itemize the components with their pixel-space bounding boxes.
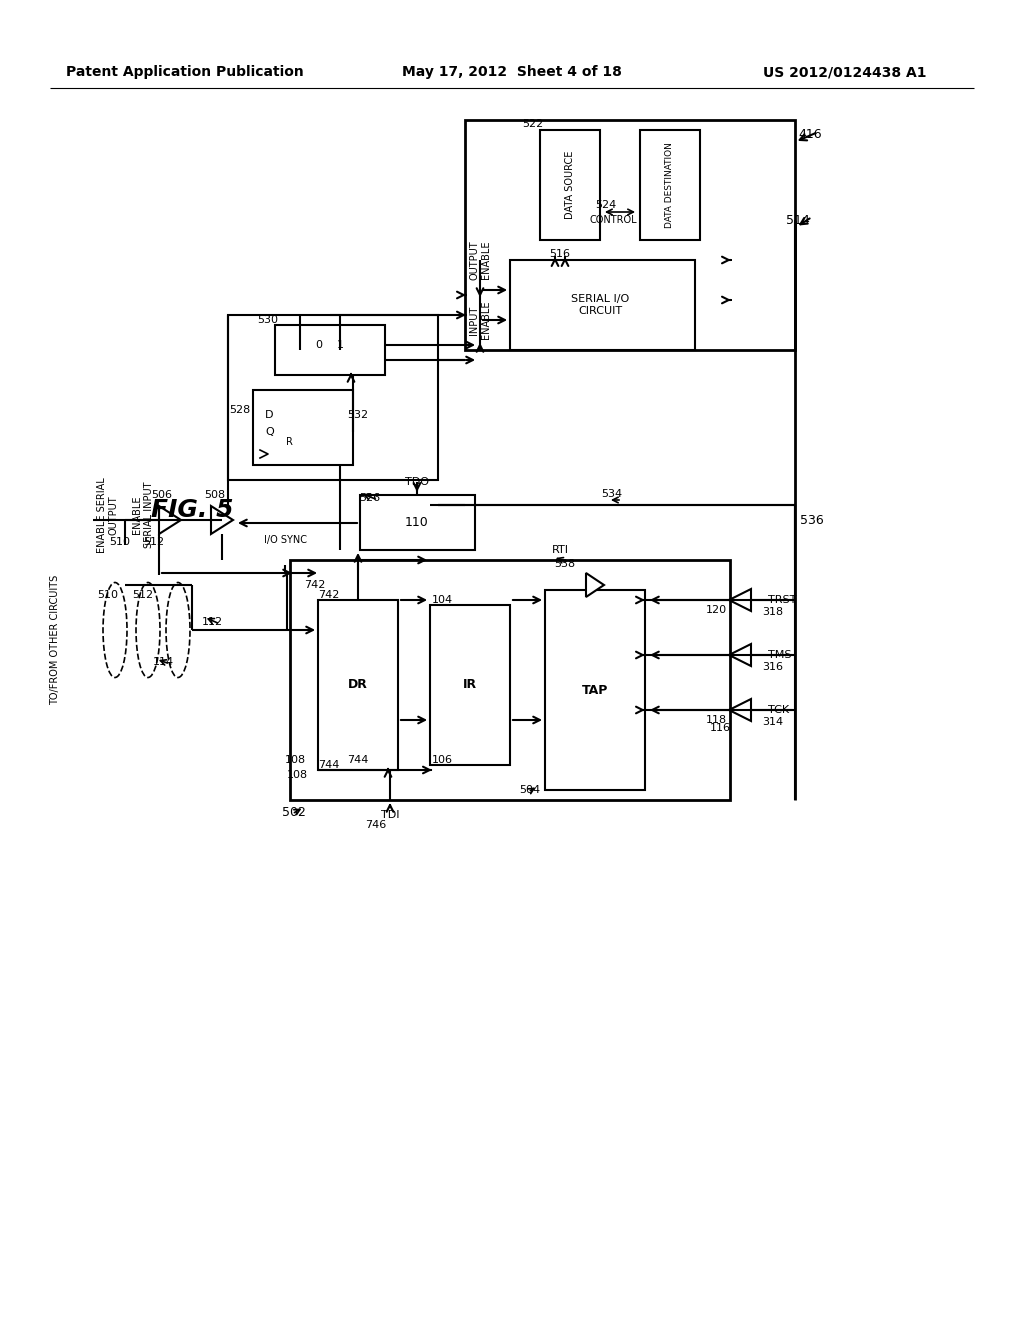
Text: 114: 114: [153, 657, 173, 667]
Bar: [275, 325, 385, 375]
Text: US 2012/0124438 A1: US 2012/0124438 A1: [763, 65, 927, 79]
Text: 742: 742: [318, 590, 339, 601]
Text: 0    1: 0 1: [316, 341, 344, 350]
Text: 522: 522: [522, 119, 544, 129]
Text: 516: 516: [550, 249, 570, 259]
Text: 512: 512: [132, 590, 154, 601]
Text: May 17, 2012  Sheet 4 of 18: May 17, 2012 Sheet 4 of 18: [402, 65, 622, 79]
Polygon shape: [211, 506, 233, 535]
Text: 536: 536: [800, 513, 824, 527]
Text: 528: 528: [229, 405, 251, 414]
Text: 104: 104: [432, 595, 454, 605]
Bar: [290, 560, 730, 800]
Text: 530: 530: [257, 315, 279, 325]
Text: Patent Application Publication: Patent Application Publication: [67, 65, 304, 79]
Text: 108: 108: [287, 770, 307, 780]
Text: 504: 504: [519, 785, 541, 795]
Text: 510: 510: [97, 590, 119, 601]
Text: SERIAL I/O
CIRCUIT: SERIAL I/O CIRCUIT: [570, 294, 629, 315]
Text: 514: 514: [786, 214, 810, 227]
Text: 526: 526: [359, 492, 381, 503]
Text: DR: DR: [348, 678, 368, 692]
Text: 314: 314: [762, 717, 783, 727]
Text: 512: 512: [143, 537, 165, 546]
Text: ENABLE
SERIAL INPUT: ENABLE SERIAL INPUT: [132, 482, 154, 548]
Text: 538: 538: [554, 558, 575, 569]
Text: D: D: [265, 411, 273, 420]
Text: 116: 116: [710, 723, 730, 733]
Text: 532: 532: [347, 411, 369, 420]
Text: TRST: TRST: [768, 595, 797, 605]
Text: 506: 506: [152, 490, 172, 500]
Text: TO/FROM OTHER CIRCUITS: TO/FROM OTHER CIRCUITS: [50, 576, 60, 705]
Text: OUTPUT
ENABLE: OUTPUT ENABLE: [469, 240, 490, 280]
Text: 416: 416: [798, 128, 822, 141]
Bar: [465, 120, 795, 350]
Text: IR: IR: [463, 678, 477, 692]
Text: INPUT
ENABLE: INPUT ENABLE: [469, 301, 490, 339]
Text: 744: 744: [347, 755, 369, 766]
Bar: [360, 495, 475, 550]
Bar: [318, 601, 398, 770]
Text: 742: 742: [304, 579, 326, 590]
Bar: [545, 590, 645, 789]
Bar: [540, 129, 600, 240]
Text: 502: 502: [282, 805, 306, 818]
Bar: [430, 605, 510, 766]
Text: I/O SYNC: I/O SYNC: [263, 535, 306, 545]
Text: DATA DESTINATION: DATA DESTINATION: [666, 143, 675, 228]
Polygon shape: [729, 700, 751, 721]
Text: 524: 524: [595, 201, 616, 210]
Bar: [253, 389, 353, 465]
Text: TCK: TCK: [768, 705, 790, 715]
Text: 118: 118: [706, 715, 727, 725]
Text: TDO: TDO: [406, 477, 429, 487]
Text: 318: 318: [762, 607, 783, 616]
Text: 110: 110: [406, 516, 429, 529]
Text: R: R: [286, 437, 293, 447]
Text: TAP: TAP: [582, 684, 608, 697]
Text: 534: 534: [601, 488, 623, 499]
Text: 106: 106: [432, 755, 453, 766]
Text: 508: 508: [205, 490, 225, 500]
Polygon shape: [729, 589, 751, 611]
Polygon shape: [729, 644, 751, 667]
Text: TMS: TMS: [768, 649, 792, 660]
Text: RTI: RTI: [552, 545, 568, 554]
Text: 510: 510: [110, 537, 130, 546]
Text: 316: 316: [762, 663, 783, 672]
Bar: [640, 129, 700, 240]
Bar: [510, 260, 695, 350]
Text: 746: 746: [366, 820, 387, 830]
Text: 120: 120: [706, 605, 727, 615]
Polygon shape: [159, 506, 181, 535]
Text: FIG. 5: FIG. 5: [151, 498, 233, 521]
Text: 108: 108: [285, 755, 305, 766]
Bar: [228, 315, 438, 480]
Text: TDI: TDI: [381, 810, 399, 820]
Polygon shape: [586, 573, 604, 597]
Text: DATA SOURCE: DATA SOURCE: [565, 150, 575, 219]
Text: CONTROL: CONTROL: [589, 215, 637, 224]
Text: 112: 112: [202, 616, 222, 627]
Text: Q: Q: [265, 426, 273, 437]
Text: 744: 744: [318, 760, 339, 770]
Text: ENABLE SERIAL
OUTPUT: ENABLE SERIAL OUTPUT: [97, 477, 119, 553]
